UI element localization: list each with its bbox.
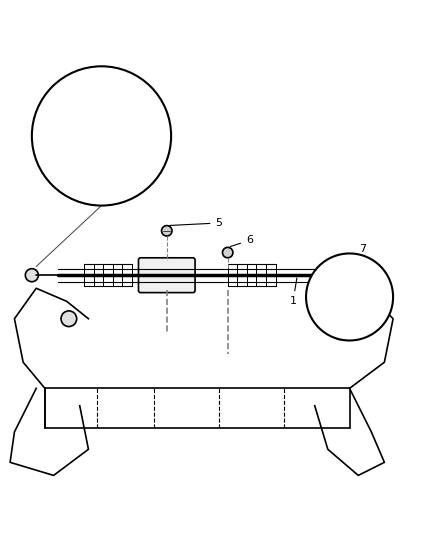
Circle shape [306, 254, 393, 341]
Text: 2: 2 [94, 148, 101, 158]
Text: 1: 1 [290, 278, 297, 306]
Circle shape [223, 247, 233, 258]
Circle shape [56, 151, 78, 173]
Circle shape [32, 66, 171, 206]
Text: 6: 6 [230, 236, 253, 246]
Text: 3: 3 [59, 174, 66, 184]
FancyBboxPatch shape [325, 286, 365, 314]
Circle shape [25, 269, 39, 282]
Circle shape [360, 269, 374, 282]
Circle shape [162, 225, 172, 236]
Circle shape [333, 324, 349, 340]
FancyBboxPatch shape [138, 258, 195, 293]
FancyBboxPatch shape [338, 289, 357, 304]
Text: 7: 7 [359, 244, 371, 316]
Text: 5: 5 [170, 218, 223, 228]
Text: 4: 4 [137, 100, 144, 110]
Circle shape [61, 311, 77, 327]
FancyBboxPatch shape [59, 170, 74, 178]
